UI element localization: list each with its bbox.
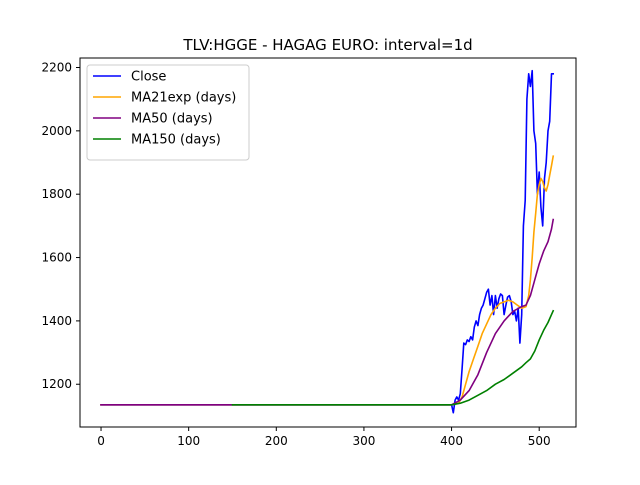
y-tick-label: 1800 xyxy=(41,187,72,201)
series-line-0 xyxy=(100,69,555,414)
y-tick-label: 2200 xyxy=(41,61,72,75)
legend-label-3: MA150 (days) xyxy=(131,133,221,148)
chart-title: TLV:HGGE - HAGAG EURO: interval=1d xyxy=(182,36,472,54)
y-tick-label: 1600 xyxy=(41,251,72,265)
y-tick-label: 2000 xyxy=(41,124,72,138)
legend-label-1: MA21exp (days) xyxy=(131,91,236,106)
x-tick-label: 0 xyxy=(97,434,105,448)
legend: Close MA21exp (days) MA50 (days) MA150 (day… xyxy=(86,64,250,161)
x-tick-label: 100 xyxy=(177,434,200,448)
plot-area: 0 100 200 300 400 500 1200 1400 1600 1800 2000 2200 xyxy=(41,57,577,448)
legend-label-0: Close xyxy=(131,70,166,85)
y-tick-label: 1200 xyxy=(41,377,72,391)
x-tick-label: 500 xyxy=(528,434,551,448)
series-line-3 xyxy=(231,309,555,406)
legend-frame xyxy=(86,64,250,161)
plot-frame xyxy=(79,57,577,428)
x-tick-label: 400 xyxy=(440,434,463,448)
x-tick-label: 300 xyxy=(352,434,375,448)
y-tick-label: 1400 xyxy=(41,314,72,328)
series-line-1 xyxy=(100,155,555,406)
legend-label-2: MA50 (days) xyxy=(131,112,213,127)
x-tick-label: 200 xyxy=(265,434,288,448)
